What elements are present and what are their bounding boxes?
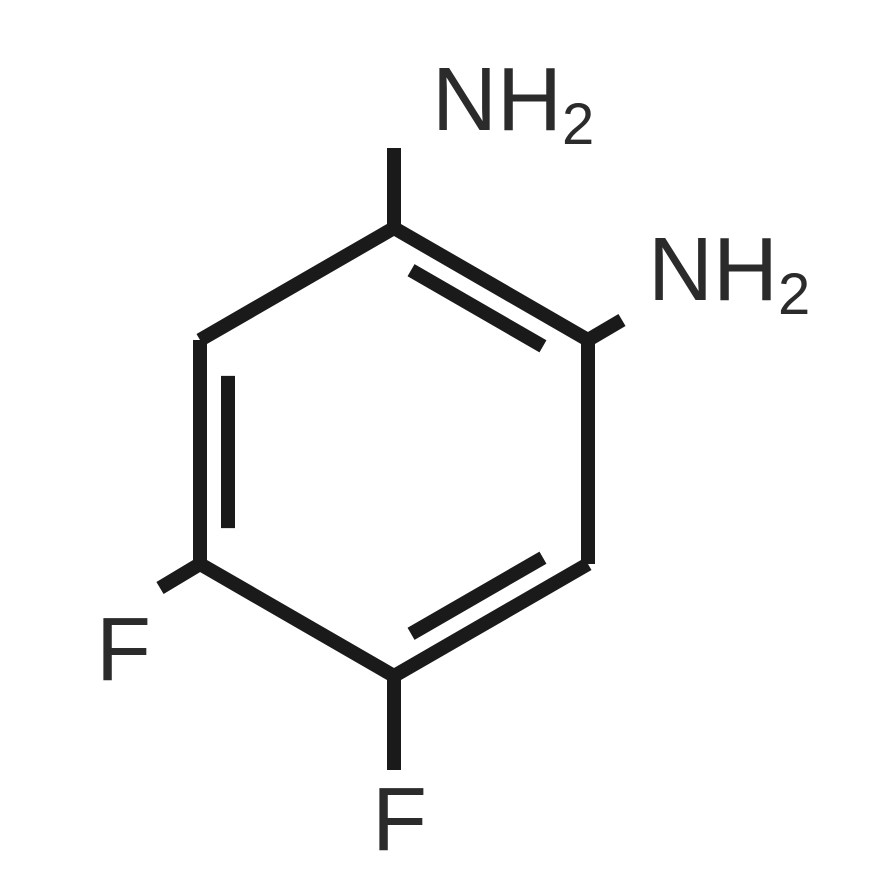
ring-bond (200, 228, 394, 340)
ring-bond (200, 564, 394, 676)
atom-label-subscript: 2 (562, 92, 594, 157)
substituent-bond (160, 564, 200, 588)
atom-label-NH: NH (648, 220, 778, 320)
atom-label-subscript: 2 (778, 262, 810, 327)
chemical-structure-diagram: NH2NH2FF (0, 0, 890, 890)
atom-label-F: F (372, 770, 427, 870)
substituent-bond (588, 320, 622, 340)
atom-label-NH: NH (432, 50, 562, 150)
atom-label-F: F (96, 600, 151, 700)
